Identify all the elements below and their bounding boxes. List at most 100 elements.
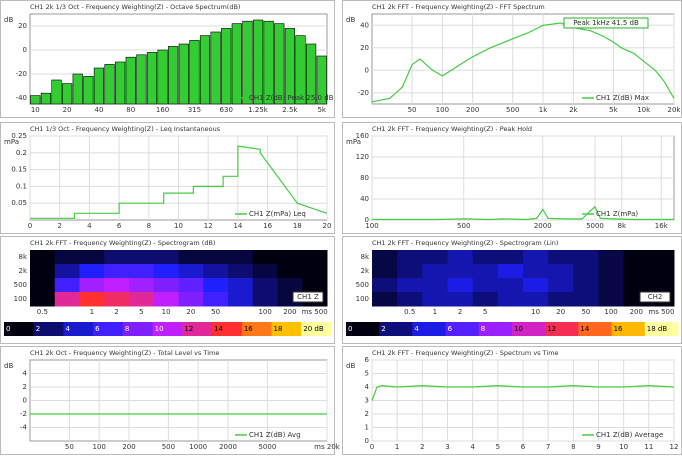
heat-cell xyxy=(447,278,474,293)
heat-cell xyxy=(422,250,448,265)
x-tick-label: 20 xyxy=(63,106,72,114)
colorbar-label: 6 xyxy=(95,325,100,333)
heat-cell xyxy=(523,250,549,265)
heat-cell xyxy=(422,278,448,293)
bar xyxy=(305,43,317,105)
heat-cell xyxy=(598,250,625,265)
heat-cell xyxy=(252,264,278,279)
colorbar-segment xyxy=(4,322,35,336)
bar xyxy=(178,43,189,105)
bar xyxy=(83,76,94,105)
heat-cell xyxy=(30,250,56,265)
y-tick-label: -4 xyxy=(20,424,28,432)
x-tick-label: 20 xyxy=(323,222,332,230)
heat-cell xyxy=(178,278,204,293)
heat-cell xyxy=(548,264,574,279)
bar xyxy=(51,79,62,105)
y-tick-label: 2 xyxy=(23,383,27,391)
bar xyxy=(136,54,147,105)
heat-cell xyxy=(472,278,499,293)
legend-label: CH1 Z(dB) Avg xyxy=(249,431,301,439)
colorbar-segment xyxy=(545,322,579,336)
heat-cell xyxy=(497,292,524,307)
colorbar-label: 18 dB xyxy=(647,325,668,333)
bar xyxy=(72,73,83,105)
bar xyxy=(231,23,242,105)
y-tick-label: 160 xyxy=(356,132,369,140)
x-tick-label: 2000 xyxy=(219,443,237,451)
bar xyxy=(189,40,200,105)
heat-cell xyxy=(472,264,499,279)
bar xyxy=(199,35,211,105)
colorbar-segment xyxy=(644,322,679,336)
heat-cell xyxy=(573,264,599,279)
annotation-box xyxy=(292,291,324,303)
x-tick-label: 160 xyxy=(156,106,169,114)
colorbar-segment xyxy=(478,322,513,336)
x-tick-label: 200 xyxy=(283,308,296,316)
colorbar-segment xyxy=(152,322,183,336)
colorbar-segment xyxy=(182,322,213,336)
y-tick-label: 4 xyxy=(365,383,370,391)
heat-cell xyxy=(573,250,599,265)
heat-cell xyxy=(397,250,423,265)
heat-cell xyxy=(372,292,398,307)
y-tick-label: 5 xyxy=(365,370,369,378)
heat-cell xyxy=(302,264,328,279)
colorbar-label: 4 xyxy=(65,325,70,333)
heat-cell xyxy=(623,250,650,265)
x-tick-label: 0.5 xyxy=(37,308,48,316)
heat-cell xyxy=(30,278,56,293)
heat-cell xyxy=(472,292,499,307)
heat-cell xyxy=(523,264,549,279)
colorbar-segment xyxy=(512,322,546,336)
annotation: Peak 1kHz 41.5 dB xyxy=(573,19,639,27)
heat-cell xyxy=(397,264,423,279)
heat-cell xyxy=(178,292,204,307)
colorbar-label: 20 dB xyxy=(303,325,324,333)
bar xyxy=(146,52,158,105)
x-tick-label: 8 xyxy=(147,222,151,230)
heat-cell xyxy=(129,278,155,293)
x-tick-label: 200 xyxy=(122,443,135,451)
bar xyxy=(263,20,274,105)
data-line xyxy=(30,145,328,219)
panel-title: CH1 2k FFT - Frequency Weighting(Z) - Sp… xyxy=(372,349,559,357)
x-tick-label: 0.5 xyxy=(404,308,415,316)
x-tick-label: ms 500 xyxy=(648,308,674,316)
x-tick-label: 100 xyxy=(93,443,106,451)
x-tick-label: 5 xyxy=(483,308,487,316)
heat-cell xyxy=(497,250,524,265)
x-tick-label: 5k xyxy=(317,106,326,114)
colorbar-label: 12 xyxy=(184,325,193,333)
y-tick-label: 8k xyxy=(360,253,369,261)
data-line xyxy=(371,22,675,103)
x-tick-label: 10k xyxy=(637,106,651,114)
panel-title: CH1 2k FFT - Frequency Weighting(Z) - Pe… xyxy=(372,125,532,133)
y-tick-label: 0.05 xyxy=(11,199,27,207)
colorbar-segment xyxy=(33,322,64,336)
bar xyxy=(221,28,232,105)
y-tick-label: 0 xyxy=(23,46,27,54)
y-axis-label: dB xyxy=(346,16,355,24)
heat-cell xyxy=(178,250,204,265)
y-axis-label: mPa xyxy=(346,138,361,146)
x-tick-label: 6 xyxy=(521,443,526,451)
legend-label: CH1 Z(dB) Max xyxy=(596,94,649,102)
x-tick-label: 10 xyxy=(174,222,183,230)
bar xyxy=(93,67,105,105)
colorbar-segment xyxy=(578,322,613,336)
heat-cell xyxy=(523,278,549,293)
colorbar-segment xyxy=(346,322,380,336)
heat-cell xyxy=(447,264,474,279)
heat-cell xyxy=(598,264,625,279)
legend-label: CH1 Z(mPa) Leq xyxy=(249,210,306,218)
x-tick-label: 10 xyxy=(162,308,171,316)
bar xyxy=(295,35,306,105)
y-tick-label: 0 xyxy=(23,397,27,405)
legend-label: CH1 Z(dB) Average xyxy=(596,431,663,439)
colorbar-label: 14 xyxy=(580,325,589,333)
heat-cell xyxy=(648,250,675,265)
heat-cell xyxy=(228,278,254,293)
